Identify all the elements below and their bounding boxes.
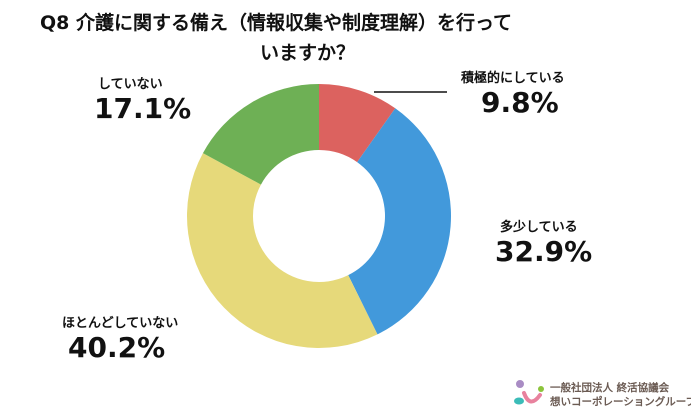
slice-value: 32.9%	[495, 235, 593, 268]
label-slice-1: 多少している 32.9%	[495, 216, 592, 269]
logo-mark-icon	[514, 380, 544, 405]
chart-title-line1: Q8 介護に関する備え（情報収集や制度理解）を行って	[40, 12, 513, 34]
slice-value: 9.8%	[481, 86, 559, 119]
label-slice-2: ほとんどしていない 40.2%	[62, 312, 178, 365]
logo-line1: 一般社団法人 終活協議会	[550, 382, 670, 394]
chart-title-line2: いますか？	[260, 42, 356, 64]
label-slice-0: 積極的にしている 9.8%	[461, 67, 565, 120]
slice-value: 17.1%	[94, 92, 192, 125]
slice-value: 40.2%	[68, 331, 166, 364]
slice-label: ほとんどしていない	[62, 316, 179, 331]
donut-slice-2	[186, 153, 378, 349]
donut-slice-0	[319, 84, 396, 163]
donut-slice-1	[348, 108, 452, 335]
label-slice-3: していない 17.1%	[94, 73, 191, 126]
organization-logo: 一般社団法人 終活協議会 想いコーポレーショングループ	[512, 379, 691, 409]
slice-label: 多少している	[500, 220, 578, 235]
slice-label: していない	[98, 77, 163, 92]
donut-slice-3	[202, 84, 319, 185]
slice-label: 積極的にしている	[461, 71, 565, 86]
logo-line2: 想いコーポレーショングループ	[550, 396, 691, 408]
